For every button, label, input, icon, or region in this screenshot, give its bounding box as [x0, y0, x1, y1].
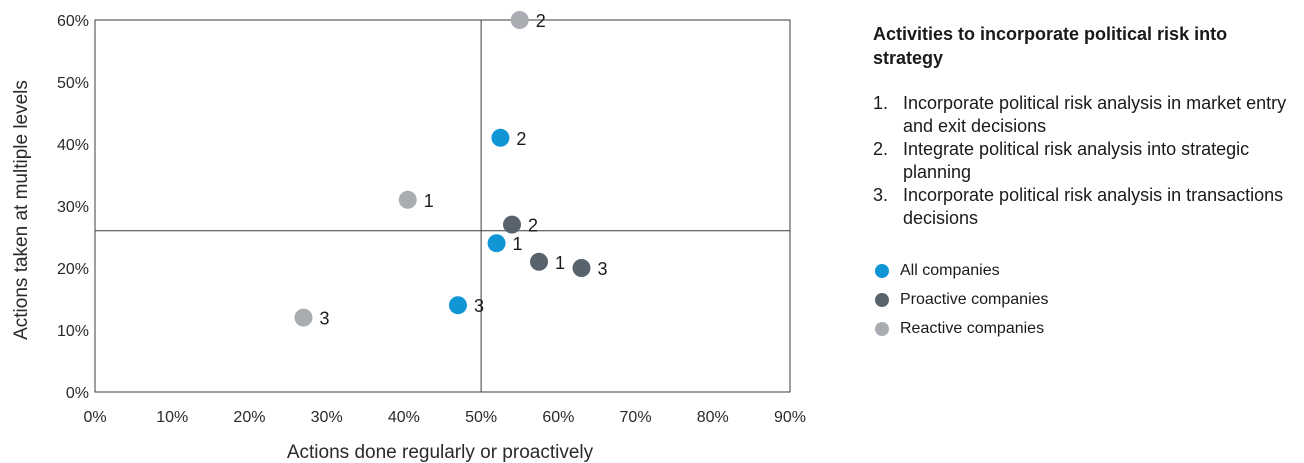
activity-number: 3.: [873, 185, 889, 205]
activity-text: Incorporate political risk analysis in t…: [903, 185, 1284, 228]
x-tick-label: 70%: [620, 409, 652, 426]
y-tick-label: 60%: [57, 13, 89, 30]
x-tick-label: 30%: [311, 409, 343, 426]
y-axis-ticks: 0% 10% 20% 30% 40% 50% 60%: [57, 13, 89, 402]
legend-item-reactive-companies: Reactive companies: [875, 314, 1298, 343]
data-point: [487, 234, 506, 253]
x-tick-label: 20%: [233, 409, 265, 426]
data-point: [510, 11, 529, 29]
data-point: [530, 252, 549, 271]
activity-number: 2.: [873, 139, 889, 159]
activity-item: 1. Incorporate political risk analysis i…: [873, 92, 1298, 138]
data-point: [294, 308, 313, 327]
data-point-label: 1: [424, 191, 434, 211]
y-axis-title: Actions taken at multiple levels: [11, 80, 32, 340]
activity-item: 3. Incorporate political risk analysis i…: [873, 184, 1298, 230]
data-point-label: 2: [516, 129, 526, 149]
y-tick-label: 10%: [57, 323, 89, 340]
y-tick-label: 0%: [66, 385, 89, 402]
plot-frame: [94, 19, 791, 393]
data-point: [503, 215, 521, 234]
legend-marker: [875, 263, 889, 278]
legend-marker: [875, 292, 889, 307]
data-point: [491, 128, 510, 147]
x-axis-ticks: 0% 10% 20% 30% 40% 50% 60% 70% 80% 90%: [83, 409, 806, 426]
data-point: [448, 296, 467, 315]
data-point-label: 3: [598, 259, 608, 279]
activity-text: Integrate political risk analysis into s…: [903, 139, 1250, 182]
legend-label: Proactive companies: [900, 290, 1049, 308]
legend-item-proactive-companies: Proactive companies: [875, 285, 1298, 314]
x-tick-label: 10%: [156, 409, 188, 426]
activity-number: 1.: [873, 93, 889, 113]
x-tick-label: 50%: [465, 409, 497, 426]
sidebar-panel: Activities to incorporate political risk…: [873, 22, 1298, 343]
y-tick-label: 30%: [57, 199, 89, 216]
data-point-label: 2: [536, 11, 546, 31]
x-tick-label: 0%: [83, 409, 106, 426]
data-point-label: 1: [513, 234, 523, 254]
x-tick-label: 60%: [542, 409, 574, 426]
y-tick-label: 50%: [57, 75, 89, 92]
legend-item-all-companies: All companies: [875, 256, 1298, 285]
x-axis-title: Actions done regularly or proactively: [287, 442, 594, 463]
x-tick-label: 80%: [697, 409, 729, 426]
activity-list: 1. Incorporate political risk analysis i…: [873, 92, 1298, 230]
legend-marker: [875, 321, 889, 336]
y-tick-label: 40%: [57, 137, 89, 154]
data-point-label: 3: [474, 296, 484, 316]
legend: All companies Proactive companies Reacti…: [873, 256, 1298, 343]
data-point-label: 1: [555, 253, 565, 273]
data-point-label: 3: [320, 309, 330, 329]
scatter-chart: 0% 10% 20% 30% 40% 50% 60% 70% 80% 90% 0%10%20%30…: [11, 11, 806, 463]
data-point: [572, 259, 591, 277]
legend-label: All companies: [900, 261, 1000, 279]
data-point: [398, 190, 417, 209]
x-tick-label: 90%: [774, 409, 806, 426]
data-point-label: 2: [528, 216, 538, 236]
y-tick-label: 20%: [57, 261, 89, 278]
activity-text: Incorporate political risk analysis in m…: [903, 93, 1287, 136]
legend-label: Reactive companies: [900, 319, 1045, 337]
x-tick-label: 40%: [388, 409, 420, 426]
reference-lines: [95, 20, 790, 392]
sidebar-title: Activities to incorporate political risk…: [873, 24, 1228, 68]
activity-item: 2. Integrate political risk analysis int…: [873, 138, 1298, 184]
